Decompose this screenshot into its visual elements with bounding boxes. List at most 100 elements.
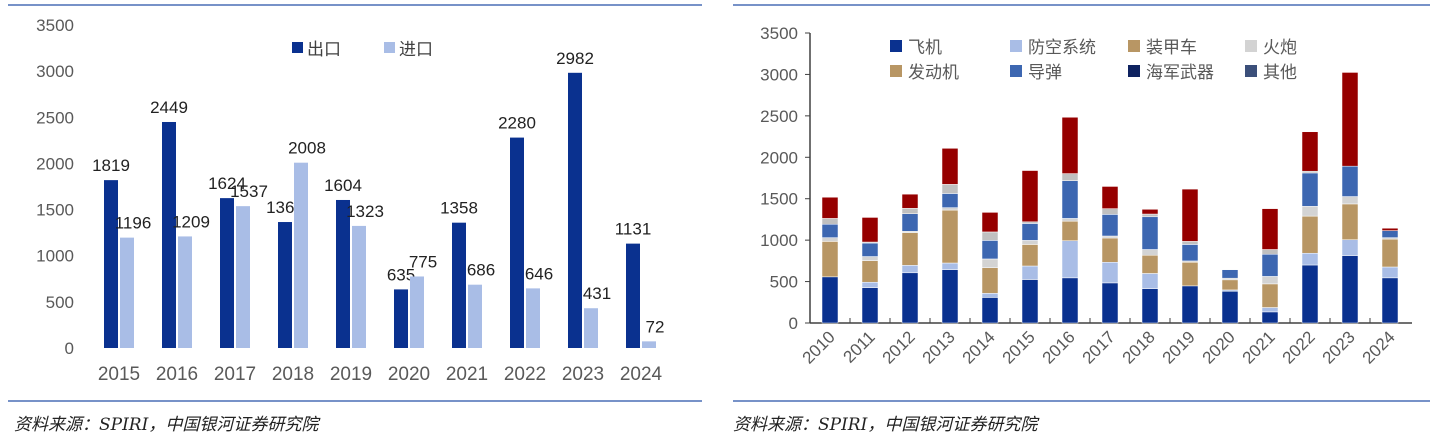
data-label: 1624 xyxy=(208,174,246,193)
stack-segment xyxy=(901,232,919,266)
stack-segment xyxy=(1061,220,1079,241)
stack-segment xyxy=(1021,170,1039,223)
stack-segment xyxy=(1341,255,1359,324)
stack-segment xyxy=(861,242,879,257)
legend-swatch xyxy=(1245,40,1257,52)
data-label: 646 xyxy=(525,264,553,283)
stack-segment xyxy=(1261,208,1279,250)
stack-segment xyxy=(1301,252,1319,266)
y-tick-label: 2000 xyxy=(760,148,798,167)
stack-segment xyxy=(1341,196,1359,205)
stack-segment xyxy=(1061,173,1079,181)
stack-segment xyxy=(901,208,919,214)
stack-segment xyxy=(1141,288,1159,324)
bar-import xyxy=(410,276,424,348)
stack-segment xyxy=(981,212,999,233)
stack-segment xyxy=(1381,227,1399,231)
data-label: 2449 xyxy=(150,98,188,117)
stack-segment xyxy=(1261,307,1279,313)
stack-segment xyxy=(1101,237,1119,263)
legend-label: 出口 xyxy=(307,40,341,59)
legend-label: 进口 xyxy=(399,40,433,59)
stack-segment xyxy=(981,258,999,268)
stack-segment xyxy=(941,207,959,211)
stack-segment xyxy=(821,196,839,219)
stack-segment xyxy=(1381,266,1399,279)
y-tick-label: 3000 xyxy=(760,65,798,84)
data-label: 1604 xyxy=(324,176,362,195)
data-label: 2008 xyxy=(288,139,326,158)
y-tick-label: 0 xyxy=(789,314,798,333)
x-tick-label: 2015 xyxy=(98,364,140,385)
legend-label: 火炮 xyxy=(1263,38,1297,57)
stack-segment xyxy=(1341,72,1359,167)
y-tick-label: 1500 xyxy=(760,190,798,209)
stack-segment xyxy=(1061,218,1079,222)
source-note: 资料来源：SPIRI，中国银河证券研究院 xyxy=(14,415,319,435)
data-label: 686 xyxy=(467,261,495,280)
data-label: 1323 xyxy=(346,202,384,221)
stack-segment xyxy=(901,193,919,209)
stack-segment xyxy=(1221,291,1239,324)
stack-segment xyxy=(1061,117,1079,174)
bar-export xyxy=(394,289,408,348)
x-tick-label: 2013 xyxy=(919,327,959,367)
stack-segment xyxy=(821,276,839,324)
stack-segment xyxy=(1021,265,1039,280)
legend-swatch xyxy=(1010,65,1022,77)
bar-export xyxy=(104,180,118,348)
bar-export xyxy=(162,121,176,349)
stack-segment xyxy=(1101,208,1119,215)
stack-segment xyxy=(1301,215,1319,254)
bar-import xyxy=(178,236,192,348)
bar-export xyxy=(626,243,640,348)
stack-segment xyxy=(981,231,999,241)
stack-segment xyxy=(1101,262,1119,284)
legend-label: 其他 xyxy=(1263,63,1297,82)
stack-segment xyxy=(1021,240,1039,245)
bar-export xyxy=(278,222,292,348)
legend-label: 导弹 xyxy=(1028,63,1062,82)
stack-segment xyxy=(861,217,879,243)
y-tick-label: 1500 xyxy=(36,201,74,220)
stack-segment xyxy=(1381,277,1399,324)
stack-segment xyxy=(1141,213,1159,218)
legend-label: 发动机 xyxy=(908,63,959,82)
legend-swatch xyxy=(292,42,303,53)
x-tick-label: 2017 xyxy=(214,364,256,385)
bar-import xyxy=(352,225,366,348)
x-tick-label: 2019 xyxy=(1159,327,1199,367)
stack-segment xyxy=(1301,264,1319,324)
stack-segment xyxy=(941,262,959,270)
stack-segment xyxy=(1141,209,1159,215)
stack-segment xyxy=(1301,172,1319,207)
y-tick-label: 500 xyxy=(46,293,74,312)
stack-segment xyxy=(1261,283,1279,308)
stack-segment xyxy=(1141,216,1159,250)
data-label: 1358 xyxy=(440,199,478,218)
bar-import xyxy=(294,162,308,348)
y-tick-label: 3500 xyxy=(760,24,798,43)
source-note: 资料来源：SPIRI，中国银河证券研究院 xyxy=(733,415,1038,435)
stack-segment xyxy=(941,269,959,324)
bar-export xyxy=(568,72,582,348)
x-tick-label: 2015 xyxy=(999,327,1039,367)
stack-segment xyxy=(901,213,919,232)
legend-swatch xyxy=(384,42,395,53)
stack-segment xyxy=(981,297,999,324)
stack-segment xyxy=(1101,214,1119,237)
data-label: 1209 xyxy=(172,212,210,231)
legend-label: 装甲车 xyxy=(1146,38,1197,57)
x-tick-label: 2017 xyxy=(1079,327,1119,367)
stack-segment xyxy=(1181,188,1199,242)
stack-segment xyxy=(1101,186,1119,209)
stack-segment xyxy=(1181,262,1199,287)
x-tick-label: 2020 xyxy=(1199,327,1239,367)
data-label: 635 xyxy=(387,265,415,284)
data-label: 1131 xyxy=(615,220,652,239)
bar-export xyxy=(510,137,524,348)
x-tick-label: 2016 xyxy=(156,364,198,385)
stack-segment xyxy=(1021,244,1039,267)
stack-segment xyxy=(981,293,999,298)
left-chart-panel: 0 500 1000 1500 2000 2500 3000 3500 2015 1819 1196… xyxy=(0,0,710,439)
